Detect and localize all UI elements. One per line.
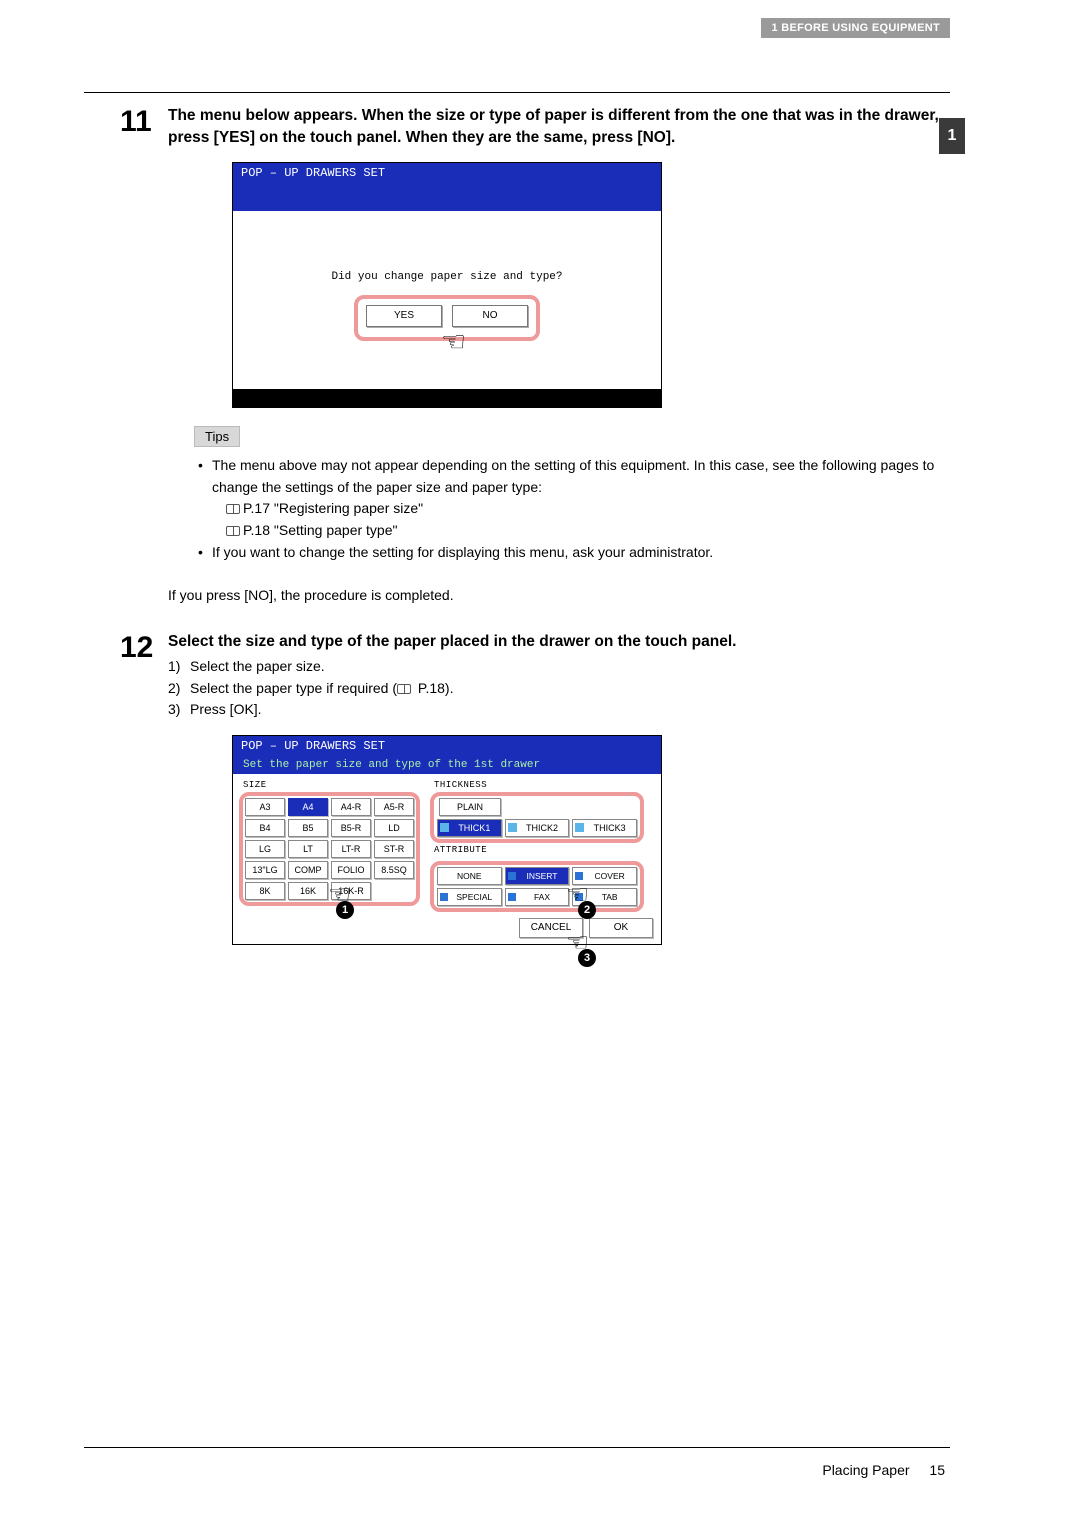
after-tips-note: If you press [NO], the procedure is comp…: [168, 587, 950, 603]
no-button[interactable]: NO: [452, 305, 528, 327]
size-option[interactable]: 13"LG: [245, 861, 285, 879]
tip-2: If you want to change the setting for di…: [212, 542, 950, 564]
drawer-settings-dialog: POP – UP DRAWERS SET Set the paper size …: [232, 735, 662, 945]
book-icon: [397, 684, 411, 694]
dialog-question: Did you change paper size and type?: [233, 271, 661, 283]
size-option[interactable]: A3: [245, 798, 285, 816]
attribute-none[interactable]: NONE: [437, 867, 502, 885]
attribute-icon: [440, 893, 448, 901]
footer-title: Placing Paper: [822, 1462, 909, 1478]
dialog-bottom-bar: [233, 389, 661, 407]
size-option[interactable]: A5-R: [374, 798, 414, 816]
plain-button[interactable]: PLAIN: [439, 798, 501, 816]
size-option[interactable]: ST-R: [374, 840, 414, 858]
size-option[interactable]: COMP: [288, 861, 328, 879]
attribute-option[interactable]: SPECIAL: [437, 888, 502, 906]
book-icon: [226, 526, 240, 536]
thickness-option[interactable]: THICK3: [572, 819, 637, 837]
attribute-icon: [508, 893, 516, 901]
size-option[interactable]: A4-R: [331, 798, 371, 816]
list-text: Press [OK].: [190, 699, 262, 721]
thickness-panel: PLAIN THICK1THICK2THICK3: [430, 792, 644, 843]
thickness-option[interactable]: THICK2: [505, 819, 570, 837]
bullet-dot: •: [198, 455, 212, 542]
bullet-dot: •: [198, 542, 212, 564]
attribute-panel: NONEINSERTCOVERSPECIALFAXTAB: [430, 861, 644, 912]
dialog-band: [233, 183, 661, 211]
tips-label: Tips: [194, 426, 240, 447]
list-num: 3): [168, 699, 190, 721]
size-option[interactable]: LT-R: [331, 840, 371, 858]
thickness-option[interactable]: THICK1: [437, 819, 502, 837]
attribute-heading: ATTRIBUTE: [434, 845, 655, 855]
yes-button[interactable]: YES: [366, 305, 442, 327]
attribute-icon: [508, 872, 516, 880]
size-option[interactable]: LT: [288, 840, 328, 858]
paper-stack-icon: [508, 823, 517, 832]
step-12-title: Select the size and type of the paper pl…: [168, 631, 950, 653]
step-11-title: The menu below appears. When the size or…: [168, 105, 950, 150]
size-option[interactable]: LD: [374, 819, 414, 837]
size-option[interactable]: 8K: [245, 882, 285, 900]
size-option[interactable]: A4: [288, 798, 328, 816]
size-option[interactable]: 16K: [288, 882, 328, 900]
header-section: 1 BEFORE USING EQUIPMENT: [761, 18, 950, 38]
footer-rule: [84, 1447, 950, 1448]
dialog-subhead: Set the paper size and type of the 1st d…: [233, 756, 661, 774]
footer-page: 15: [929, 1462, 945, 1478]
paper-stack-icon: [440, 823, 449, 832]
hand-pointer-icon: ☜: [328, 879, 351, 910]
list-num: 2): [168, 678, 190, 700]
tip-ref-2: P.18 "Setting paper type": [243, 520, 397, 542]
size-option[interactable]: B4: [245, 819, 285, 837]
attribute-option[interactable]: FAX: [505, 888, 570, 906]
step-12: 12 Select the size and type of the paper…: [120, 631, 950, 945]
paper-stack-icon: [575, 823, 584, 832]
step-11: 11 The menu below appears. When the size…: [120, 105, 950, 563]
list-text: Select the paper type if required (: [190, 680, 397, 696]
size-heading: SIZE: [243, 780, 420, 790]
dialog-title: POP – UP DRAWERS SET: [233, 163, 661, 183]
tips-list: • The menu above may not appear dependin…: [198, 455, 950, 563]
popup-drawers-dialog: POP – UP DRAWERS SET Did you change pape…: [232, 162, 662, 408]
hand-pointer-icon: ☜: [566, 879, 589, 910]
thickness-heading: THICKNESS: [434, 780, 655, 790]
page-footer: Placing Paper 15: [822, 1462, 945, 1478]
size-option[interactable]: LG: [245, 840, 285, 858]
list-text-ref: P.18).: [414, 680, 453, 696]
hand-pointer-icon: ☜: [566, 927, 589, 958]
list-text: Select the paper size.: [190, 656, 325, 678]
step-number: 11: [120, 105, 168, 138]
size-option[interactable]: B5-R: [331, 819, 371, 837]
ok-button[interactable]: OK: [589, 918, 653, 938]
tip-1: The menu above may not appear depending …: [212, 457, 934, 495]
size-option[interactable]: FOLIO: [331, 861, 371, 879]
top-rule: [84, 92, 950, 93]
step-number: 12: [120, 631, 168, 664]
dialog-title: POP – UP DRAWERS SET: [233, 736, 661, 756]
attribute-option[interactable]: INSERT: [505, 867, 570, 885]
size-option[interactable]: 8.5SQ: [374, 861, 414, 879]
hand-pointer-icon: ☜: [441, 325, 466, 358]
tip-ref-1: P.17 "Registering paper size": [243, 498, 423, 520]
list-num: 1): [168, 656, 190, 678]
book-icon: [226, 504, 240, 514]
size-option[interactable]: B5: [288, 819, 328, 837]
